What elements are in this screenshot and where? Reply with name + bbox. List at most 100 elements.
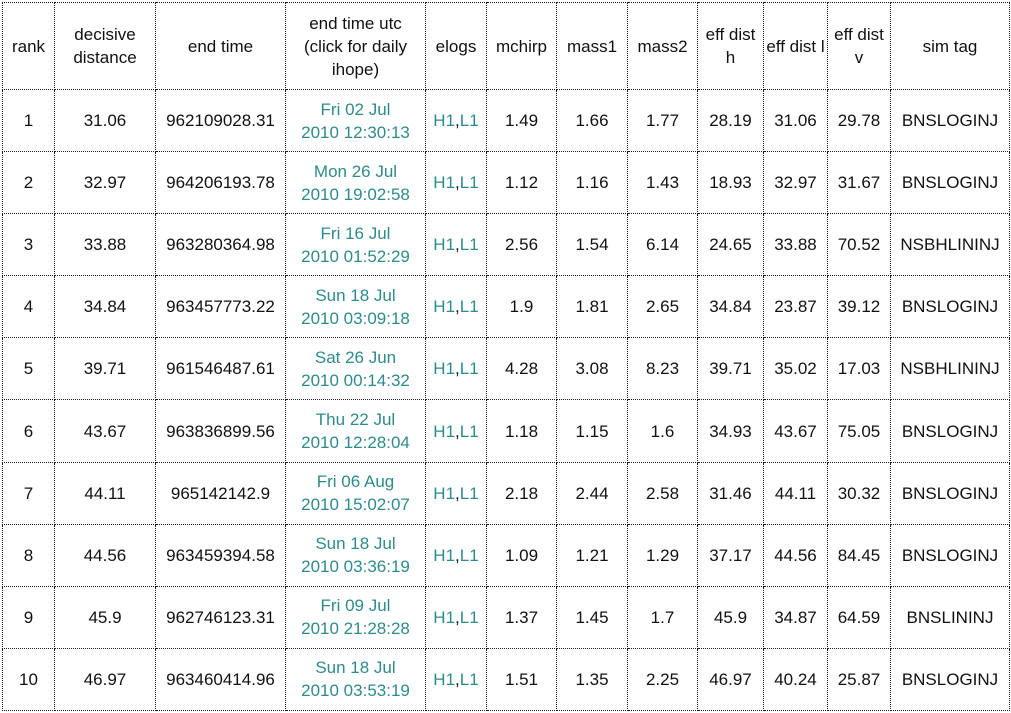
eff-dist-l-cell: 31.06 [763, 88, 828, 153]
end-time-utc-cell: Mon 26 Jul 2010 19:02:58 [285, 151, 426, 215]
mass1-cell: 3.08 [556, 337, 628, 401]
daily-ihope-link[interactable]: Thu 22 Jul 2010 12:28:04 [288, 408, 423, 454]
end-time-cell: 965142142.9 [155, 461, 286, 525]
daily-ihope-link[interactable]: Sat 26 Jun 2010 00:14:32 [288, 346, 423, 392]
elog-separator: , [455, 235, 460, 255]
utc-time-text: 2010 00:14:32 [301, 370, 410, 390]
mass1-cell: 1.21 [556, 523, 628, 587]
mass1-cell: 2.44 [556, 461, 628, 525]
rank-cell: 8 [2, 523, 55, 587]
end-time-utc-cell: Sun 18 Jul 2010 03:53:19 [285, 647, 426, 712]
daily-ihope-link[interactable]: Fri 09 Jul 2010 21:28:28 [288, 594, 423, 640]
sim-tag-cell: BNSLOGINJ [890, 88, 1010, 153]
elog-h1-link[interactable]: H1 [433, 111, 456, 131]
decisive-distance-cell: 46.97 [54, 647, 156, 712]
elog-l1-link[interactable]: L1 [459, 297, 479, 317]
mass1-cell: 1.35 [556, 647, 628, 712]
elog-separator: , [455, 483, 460, 503]
header-mass1: mass1 [556, 2, 628, 90]
mass2-cell: 2.25 [627, 647, 698, 712]
end-time-utc-cell: Fri 09 Jul 2010 21:28:28 [285, 585, 426, 649]
eff-dist-l-cell: 35.02 [763, 337, 828, 401]
elogs-cell: H1,L1 [425, 151, 487, 215]
elog-h1-link[interactable]: H1 [433, 421, 456, 441]
daily-ihope-link[interactable]: Sun 18 Jul 2010 03:09:18 [288, 284, 423, 330]
elog-separator: , [455, 297, 460, 317]
mchirp-cell: 1.49 [486, 88, 557, 153]
eff-dist-h-cell: 31.46 [697, 461, 764, 525]
eff-dist-l-cell: 44.56 [763, 523, 828, 587]
elog-l1-link[interactable]: L1 [459, 111, 479, 131]
elog-h1-link[interactable]: H1 [433, 669, 456, 689]
elog-l1-link[interactable]: L1 [459, 359, 479, 379]
mchirp-cell: 1.09 [486, 523, 557, 587]
sim-tag-cell: BNSLOGINJ [890, 151, 1010, 215]
table-row: 6 43.67 963836899.56 Thu 22 Jul 2010 12:… [2, 399, 1010, 463]
eff-dist-v-cell: 30.32 [827, 461, 891, 525]
eff-dist-h-cell: 46.97 [697, 647, 764, 712]
elog-l1-link[interactable]: L1 [459, 173, 479, 193]
mass2-cell: 8.23 [627, 337, 698, 401]
elog-l1-link[interactable]: L1 [459, 669, 479, 689]
end-time-cell: 963460414.96 [155, 647, 286, 712]
header-sim-tag: sim tag [890, 2, 1010, 90]
rank-cell: 6 [2, 399, 55, 463]
elog-h1-link[interactable]: H1 [433, 483, 456, 503]
mass2-cell: 1.43 [627, 151, 698, 215]
mchirp-cell: 4.28 [486, 337, 557, 401]
elog-l1-link[interactable]: L1 [459, 483, 479, 503]
eff-dist-l-cell: 32.97 [763, 151, 828, 215]
sim-tag-cell: BNSLININJ [890, 585, 1010, 649]
end-time-utc-cell: Sun 18 Jul 2010 03:36:19 [285, 523, 426, 587]
daily-ihope-link[interactable]: Sun 18 Jul 2010 03:36:19 [288, 532, 423, 578]
header-eff-dist-h: eff dist h [697, 2, 764, 90]
utc-time-text: 2010 03:53:19 [301, 681, 410, 701]
end-time-cell: 963459394.58 [155, 523, 286, 587]
rank-cell: 2 [2, 151, 55, 215]
daily-ihope-link[interactable]: Fri 06 Aug 2010 15:02:07 [288, 470, 423, 516]
elog-l1-link[interactable]: L1 [459, 235, 479, 255]
header-row: rank decisive distance end time end time… [2, 2, 1010, 90]
end-time-cell: 961546487.61 [155, 337, 286, 401]
utc-time-text: 2010 01:52:29 [301, 246, 410, 266]
sim-tag-cell: BNSLOGINJ [890, 275, 1010, 339]
elog-h1-link[interactable]: H1 [433, 359, 456, 379]
rank-cell: 9 [2, 585, 55, 649]
elog-h1-link[interactable]: H1 [433, 173, 456, 193]
elogs-cell: H1,L1 [425, 275, 487, 339]
utc-day-text: Mon 26 Jul [313, 161, 398, 181]
elog-l1-link[interactable]: L1 [459, 607, 479, 627]
rank-cell: 1 [2, 88, 55, 153]
mchirp-cell: 2.56 [486, 213, 557, 277]
decisive-distance-cell: 31.06 [54, 88, 156, 153]
utc-day-text: Thu 22 Jul [315, 410, 396, 430]
elog-h1-link[interactable]: H1 [433, 235, 456, 255]
mchirp-cell: 1.37 [486, 585, 557, 649]
elog-l1-link[interactable]: L1 [459, 545, 479, 565]
elog-h1-link[interactable]: H1 [433, 607, 456, 627]
daily-ihope-link[interactable]: Fri 02 Jul 2010 12:30:13 [288, 98, 423, 144]
eff-dist-l-cell: 43.67 [763, 399, 828, 463]
utc-day-text: Sun 18 Jul [315, 534, 396, 554]
end-time-cell: 963457773.22 [155, 275, 286, 339]
daily-ihope-link[interactable]: Mon 26 Jul 2010 19:02:58 [288, 160, 423, 206]
decisive-distance-cell: 43.67 [54, 399, 156, 463]
table-row: 3 33.88 963280364.98 Fri 16 Jul 2010 01:… [2, 213, 1010, 277]
elog-h1-link[interactable]: H1 [433, 545, 456, 565]
daily-ihope-link[interactable]: Sun 18 Jul 2010 03:53:19 [288, 656, 423, 702]
daily-ihope-link[interactable]: Fri 16 Jul 2010 01:52:29 [288, 222, 423, 268]
elog-l1-link[interactable]: L1 [459, 421, 479, 441]
mass1-cell: 1.15 [556, 399, 628, 463]
decisive-distance-cell: 32.97 [54, 151, 156, 215]
eff-dist-h-cell: 39.71 [697, 337, 764, 401]
eff-dist-v-cell: 25.87 [827, 647, 891, 712]
sim-tag-cell: BNSLOGINJ [890, 523, 1010, 587]
utc-time-text: 2010 12:30:13 [301, 122, 410, 142]
eff-dist-h-cell: 34.93 [697, 399, 764, 463]
eff-dist-v-cell: 39.12 [827, 275, 891, 339]
eff-dist-h-cell: 24.65 [697, 213, 764, 277]
mchirp-cell: 2.18 [486, 461, 557, 525]
eff-dist-v-cell: 64.59 [827, 585, 891, 649]
elog-h1-link[interactable]: H1 [433, 297, 456, 317]
rank-cell: 3 [2, 213, 55, 277]
